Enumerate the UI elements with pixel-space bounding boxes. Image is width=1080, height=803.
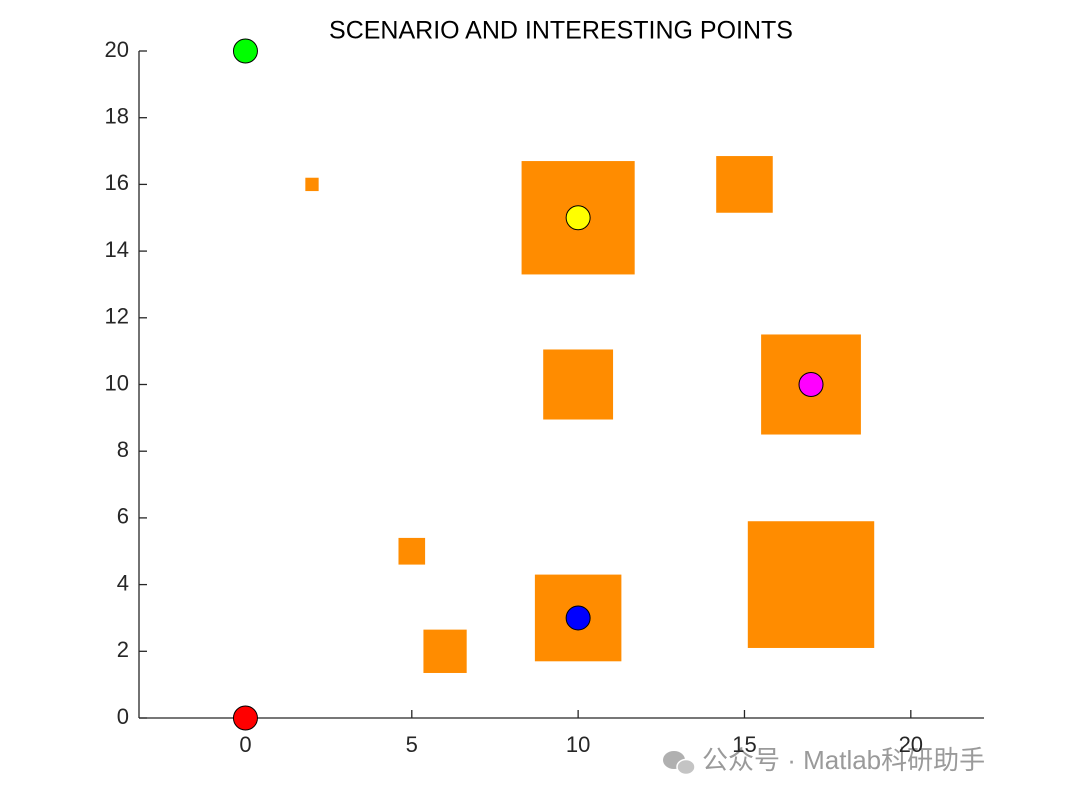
y-tick-label: 0 (117, 704, 129, 729)
point (232, 705, 258, 731)
x-tick-label: 0 (239, 732, 251, 757)
point (798, 372, 824, 397)
y-tick-label: 20 (105, 37, 129, 62)
watermark-icon (663, 751, 696, 776)
point (232, 38, 258, 64)
y-tick-label: 18 (105, 104, 129, 129)
obstacle (716, 156, 773, 213)
watermark: 公众号 · Matlab科研助手 (702, 745, 985, 775)
point (565, 605, 591, 631)
y-tick-label: 16 (105, 170, 129, 195)
obstacle (423, 629, 467, 673)
point (565, 205, 591, 231)
obstacle (305, 177, 319, 192)
y-tick-label: 10 (105, 370, 129, 395)
obstacle (398, 537, 426, 565)
obstacle (543, 349, 614, 420)
x-tick-label: 15 (732, 732, 756, 757)
x-tick-label: 20 (899, 732, 923, 757)
y-tick-label: 6 (117, 504, 129, 529)
obstacle (747, 521, 875, 648)
y-tick-label: 8 (117, 437, 129, 462)
x-tick-label: 10 (566, 732, 590, 757)
y-tick-label: 14 (105, 237, 129, 262)
y-tick-label: 12 (105, 304, 129, 329)
x-tick-label: 5 (406, 732, 418, 757)
chart-title: SCENARIO AND INTERESTING POINTS (329, 17, 793, 45)
y-tick-label: 4 (117, 570, 129, 595)
y-tick-label: 2 (117, 637, 129, 662)
